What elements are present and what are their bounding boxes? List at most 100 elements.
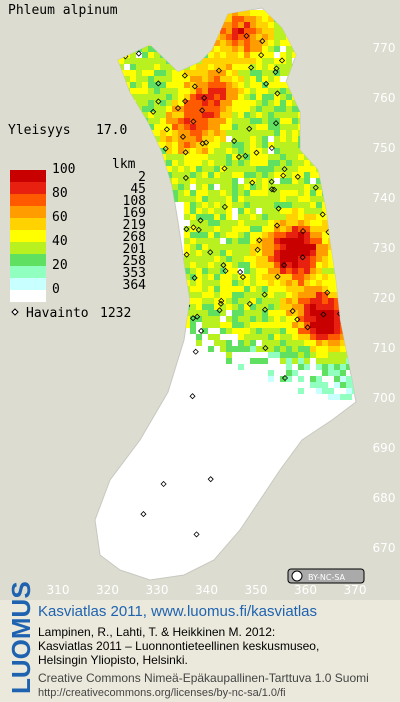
- frequency-cell: [202, 262, 208, 268]
- frequency-cell: [322, 388, 328, 394]
- frequency-cell: [226, 172, 232, 178]
- frequency-cell: [244, 88, 250, 94]
- frequency-cell: [208, 124, 214, 130]
- frequency-cell: [280, 268, 286, 274]
- observation-marker: [218, 297, 225, 304]
- frequency-cell: [232, 10, 238, 16]
- frequency-cell: [256, 322, 262, 328]
- frequency-cell: [232, 256, 238, 262]
- frequency-cell: [322, 268, 328, 274]
- frequency-cell: [340, 340, 346, 346]
- frequency-cell: [310, 322, 316, 328]
- frequency-cell: [250, 328, 256, 334]
- y-coordinate-label: 680: [373, 491, 396, 505]
- frequency-cell: [280, 250, 286, 256]
- frequency-cell: [292, 190, 298, 196]
- frequency-cell: [304, 244, 310, 250]
- frequency-cell: [148, 76, 154, 82]
- frequency-cell: [142, 58, 148, 64]
- frequency-cell: [232, 316, 238, 322]
- frequency-cell: [322, 262, 328, 268]
- frequency-cell: [226, 268, 232, 274]
- frequency-cell: [202, 298, 208, 304]
- frequency-cell: [238, 316, 244, 322]
- frequency-cell: [220, 82, 226, 88]
- frequency-cell: [166, 166, 172, 172]
- frequency-cell: [274, 22, 280, 28]
- frequency-cell: [190, 70, 196, 76]
- frequency-cell: [196, 184, 202, 190]
- frequency-cell: [274, 262, 280, 268]
- frequency-cell: [208, 322, 214, 328]
- x-coordinate-label: 320: [96, 583, 119, 597]
- frequency-cell: [238, 280, 244, 286]
- frequency-cell: [196, 130, 202, 136]
- frequency-cell: [226, 352, 232, 358]
- frequency-cell: [286, 232, 292, 238]
- frequency-cell: [268, 160, 274, 166]
- frequency-cell: [214, 118, 220, 124]
- frequency-cell: [334, 352, 340, 358]
- frequency-cell: [208, 64, 214, 70]
- frequency-cell: [220, 94, 226, 100]
- frequency-cell: [262, 88, 268, 94]
- frequency-cell: [226, 154, 232, 160]
- frequency-cell: [310, 340, 316, 346]
- frequency-cell: [250, 292, 256, 298]
- frequency-cell: [316, 232, 322, 238]
- frequency-cell: [232, 238, 238, 244]
- frequency-cell: [316, 256, 322, 262]
- frequency-cell: [268, 238, 274, 244]
- frequency-cell: [226, 16, 232, 22]
- frequency-cell: [190, 100, 196, 106]
- frequency-cell: [208, 148, 214, 154]
- frequency-cell: [292, 220, 298, 226]
- frequency-cell: [226, 220, 232, 226]
- frequency-cell: [160, 112, 166, 118]
- frequency-cell: [262, 136, 268, 142]
- frequency-cell: [304, 352, 310, 358]
- frequency-cell: [238, 10, 244, 16]
- frequency-cell: [334, 316, 340, 322]
- frequency-cell: [196, 226, 202, 232]
- frequency-cell: [184, 238, 190, 244]
- legend-percent: 0: [52, 282, 60, 297]
- frequency-cell: [232, 52, 238, 58]
- frequency-cell: [172, 172, 178, 178]
- frequency-cell: [214, 106, 220, 112]
- frequency-cell: [232, 58, 238, 64]
- frequency-cell: [178, 106, 184, 112]
- frequency-cell: [220, 322, 226, 328]
- frequency-cell: [130, 82, 136, 88]
- frequency-cell: [190, 292, 196, 298]
- frequency-cell: [292, 292, 298, 298]
- frequency-cell: [292, 268, 298, 274]
- observation-marker: [194, 313, 201, 320]
- frequency-cell: [268, 250, 274, 256]
- frequency-cell: [184, 196, 190, 202]
- observation-marker: [190, 224, 197, 231]
- frequency-cell: [214, 268, 220, 274]
- frequency-cell: [268, 340, 274, 346]
- frequency-cell: [232, 190, 238, 196]
- frequency-cell: [196, 274, 202, 280]
- frequency-cell: [310, 334, 316, 340]
- frequency-cell: [334, 364, 340, 370]
- frequency-cell: [328, 388, 334, 394]
- observation-marker: [246, 125, 253, 132]
- frequency-cell: [220, 172, 226, 178]
- frequency-cell: [172, 76, 178, 82]
- frequency-cell: [262, 172, 268, 178]
- frequency-cell: [310, 274, 316, 280]
- observation-marker: [254, 246, 261, 253]
- frequency-cell: [274, 106, 280, 112]
- frequency-cell: [334, 376, 340, 382]
- frequency-cell: [196, 316, 202, 322]
- frequency-cell: [304, 232, 310, 238]
- frequency-cell: [244, 106, 250, 112]
- frequency-cell: [214, 292, 220, 298]
- frequency-cell: [142, 106, 148, 112]
- frequency-cell: [262, 280, 268, 286]
- frequency-cell: [166, 70, 172, 76]
